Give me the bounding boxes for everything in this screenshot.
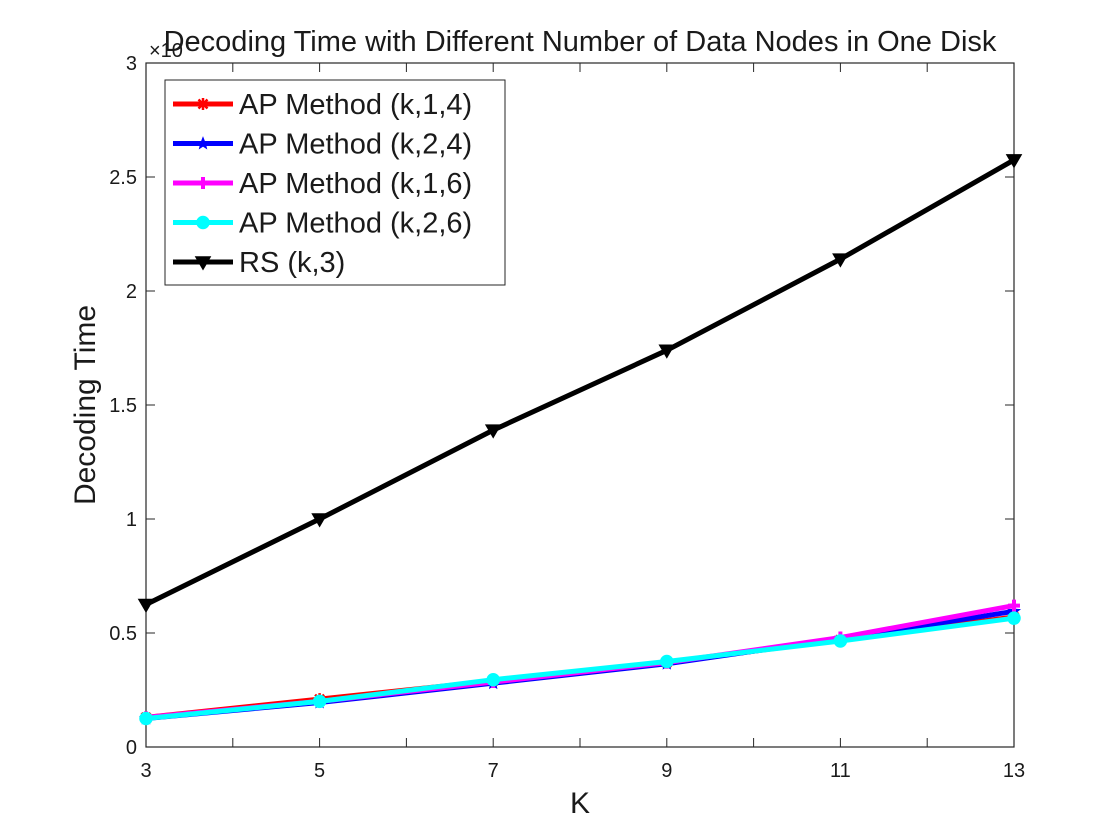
series-line xyxy=(144,157,1016,607)
legend-label: AP Method (k,2,6) xyxy=(239,208,472,240)
x-tick-label: 3 xyxy=(140,760,151,782)
x-axis-title: K xyxy=(570,787,590,820)
legend-entry: AP Method (k,1,6) xyxy=(173,168,472,200)
y-tick-label: 3 xyxy=(126,53,137,75)
legend-entry: AP Method (k,2,4) xyxy=(173,129,472,161)
data-point xyxy=(1008,599,1020,612)
y-tick-label: 0.5 xyxy=(109,623,137,645)
y-tick-label: 2 xyxy=(126,281,137,303)
y-axis-title: Decoding Time xyxy=(69,305,102,505)
data-point xyxy=(486,672,500,687)
series-4 xyxy=(137,154,1023,613)
data-point xyxy=(833,634,848,648)
x-tick-label: 9 xyxy=(661,760,672,782)
legend-entry: AP Method (k,2,6) xyxy=(173,208,472,240)
x-tick-label: 7 xyxy=(488,760,499,782)
data-point xyxy=(1007,611,1021,625)
legend-label: AP Method (k,1,6) xyxy=(239,168,472,200)
legend-label: RS (k,3) xyxy=(239,247,345,279)
series-line xyxy=(145,603,1015,720)
y-tick-label: 0 xyxy=(126,737,137,759)
y-tick-label: 1 xyxy=(126,509,137,531)
series-3 xyxy=(139,611,1021,726)
data-point xyxy=(139,711,153,726)
legend-entry: RS (k,3) xyxy=(173,247,345,279)
series-layer xyxy=(137,154,1023,726)
data-point xyxy=(194,256,212,271)
y-exponent-label: ×10 xyxy=(149,40,183,62)
legend-label: AP Method (k,2,4) xyxy=(239,129,472,161)
data-point xyxy=(196,215,210,230)
data-point xyxy=(832,253,849,268)
data-point xyxy=(658,344,676,359)
data-point xyxy=(311,513,328,528)
y-tick-label: 2.5 xyxy=(109,167,137,189)
x-tick-label: 11 xyxy=(830,760,851,782)
x-tick-label: 5 xyxy=(314,760,325,782)
data-point xyxy=(1005,154,1023,169)
data-point xyxy=(137,598,155,613)
data-point xyxy=(196,136,210,150)
legend-label: AP Method (k,1,4) xyxy=(239,89,472,121)
legend-entry: AP Method (k,1,4) xyxy=(173,89,472,121)
ticks: 3 5 7 9 11 13 0 0.5 1 1.5 2 2.5 3 xyxy=(109,53,1025,782)
data-point xyxy=(484,424,502,439)
y-tick-label: 1.5 xyxy=(109,395,137,417)
data-point xyxy=(197,177,209,189)
series-line xyxy=(145,615,1015,721)
chart-title: Decoding Time with Different Number of D… xyxy=(164,26,997,58)
data-point xyxy=(197,98,209,110)
legend: AP Method (k,1,4) AP Method (k,2,4) AP Met… xyxy=(164,79,506,286)
data-point xyxy=(312,694,327,709)
data-point xyxy=(660,654,674,669)
x-tick-label: 13 xyxy=(1003,760,1025,782)
